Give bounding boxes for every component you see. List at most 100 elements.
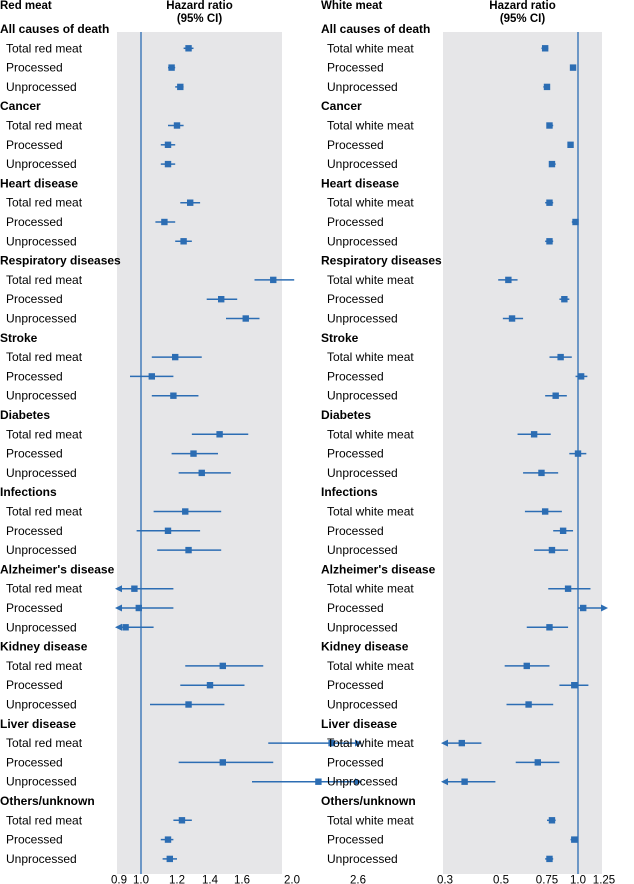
red-meat-x-tick-label: 1.4 (202, 875, 219, 884)
white-meat-row-label: Total white meat (327, 41, 414, 55)
white-meat-row-label: Total white meat (327, 350, 414, 364)
red-meat-row-label: Total red meat (6, 659, 83, 673)
white-meat-row-label: Total white meat (327, 505, 414, 519)
white-meat-row-label: Processed (327, 447, 384, 461)
white-meat-hazard-ratio-point (557, 353, 564, 361)
white-meat-row-label: Processed (327, 61, 384, 75)
red-meat-panel-title: Red meat (0, 0, 52, 12)
white-meat-hazard-ratio-point (541, 45, 549, 52)
red-meat-category-label: Diabetes (0, 408, 50, 422)
red-meat-row-label: Processed (6, 215, 63, 229)
red-meat-hazard-ratio-point (328, 739, 335, 747)
red-meat-category-label: Alzheimer's disease (0, 562, 115, 576)
red-meat-hazard-ratio-point (185, 701, 192, 708)
white-meat-row-label: Processed (327, 369, 384, 383)
white-meat-hazard-ratio-point (538, 469, 545, 477)
red-meat-hazard-ratio-point (178, 817, 186, 824)
white-meat-row-label: Unprocessed (327, 389, 398, 403)
red-meat-category-label: Respiratory diseases (0, 254, 121, 268)
white-meat-row-label: Total white meat (327, 119, 414, 133)
red-meat-row-label: Total red meat (6, 505, 83, 519)
white-meat-hazard-ratio-point (567, 141, 574, 148)
red-meat-hazard-ratio-point (148, 373, 155, 380)
white-meat-category-label: All causes of death (321, 22, 430, 36)
red-meat-ci-arrow-left (115, 585, 122, 593)
red-meat-category-label: Others/unknown (0, 794, 95, 808)
white-meat-hazard-ratio-point (546, 199, 553, 206)
white-meat-hazard-ratio-point (541, 508, 549, 515)
white-meat-category-label: Cancer (321, 99, 362, 113)
red-meat-ci-arrow-right (355, 739, 362, 747)
white-meat-row-label: Processed (327, 292, 384, 306)
red-meat-row-label: Unprocessed (6, 466, 77, 480)
white-meat-hazard-ratio-point (546, 238, 553, 245)
white-meat-x-tick-label: 0.75 (536, 875, 558, 884)
white-meat-category-label: Liver disease (321, 717, 397, 731)
red-meat-hazard-ratio-point (122, 624, 129, 631)
red-meat-x-tick-label: 1.2 (169, 875, 185, 884)
white-meat-hazard-ratio-point (571, 682, 578, 689)
white-meat-hazard-ratio-point (458, 739, 465, 747)
white-meat-hazard-ratio-point (548, 160, 556, 168)
white-meat-hazard-ratio-point (569, 64, 577, 71)
white-meat-ci-arrow-left (441, 739, 448, 747)
red-meat-hazard-ratio-point (270, 276, 277, 284)
red-meat-hazard-ratio-point (168, 64, 175, 71)
white-meat-row-label: Unprocessed (327, 157, 398, 171)
white-meat-row-label: Total white meat (327, 196, 414, 210)
white-meat-hazard-ratio-point (505, 276, 512, 284)
red-meat-category-label: Cancer (0, 99, 41, 113)
red-meat-row-label: Total red meat (6, 736, 83, 750)
white-meat-hazard-ratio-point (546, 855, 553, 863)
red-meat-row-label: Processed (6, 138, 63, 152)
red-meat-row-label: Total red meat (6, 196, 83, 210)
red-meat-row-label: Processed (6, 833, 63, 847)
red-meat-ci-arrow-right (355, 778, 362, 786)
white-meat-ci-arrow-left (441, 778, 448, 786)
red-meat-hazard-ratio-point (177, 83, 184, 91)
white-meat-category-label: Respiratory diseases (321, 254, 442, 268)
white-meat-hazard-ratio-point (577, 373, 585, 380)
red-meat-hazard-ratio-point (198, 469, 205, 477)
white-meat-hazard-ratio-point (571, 836, 578, 843)
red-meat-hazard-ratio-point (190, 450, 197, 457)
red-meat-hazard-ratio-point (216, 431, 223, 438)
red-meat-row-label: Unprocessed (6, 234, 77, 248)
red-meat-hazard-ratio-header: (95% CI) (177, 13, 223, 25)
red-meat-hazard-ratio-point (164, 160, 172, 168)
red-meat-row-label: Total red meat (6, 813, 83, 827)
red-meat-category-label: Stroke (0, 331, 38, 345)
red-meat-category-label: Kidney disease (0, 640, 88, 654)
white-meat-x-tick-label: 0.3 (437, 875, 453, 884)
white-meat-category-label: Others/unknown (321, 794, 416, 808)
red-meat-hazard-ratio-point (164, 836, 172, 843)
white-meat-hazard-ratio-point (552, 392, 559, 399)
red-meat-row-label: Processed (6, 755, 63, 769)
white-meat-row-label: Unprocessed (327, 234, 398, 248)
white-meat-category-label: Diabetes (321, 408, 371, 422)
red-meat-hazard-ratio-point (180, 238, 187, 245)
red-meat-hazard-ratio-point (164, 527, 172, 534)
white-meat-hazard-ratio-point (559, 527, 567, 534)
red-meat-x-tick-label: 0.9 (111, 875, 127, 884)
white-meat-category-label: Stroke (321, 331, 359, 345)
red-meat-category-label: Liver disease (0, 717, 76, 731)
white-meat-panel-title: White meat (321, 0, 383, 12)
white-meat-category-label: Kidney disease (321, 640, 409, 654)
red-meat-hazard-ratio-point (164, 141, 172, 148)
red-meat-row-label: Total red meat (6, 119, 83, 133)
red-meat-hazard-ratio-point (185, 45, 192, 52)
white-meat-hazard-ratio-point (461, 778, 468, 785)
white-meat-x-tick-label: 0.5 (493, 875, 509, 884)
white-meat-hazard-ratio-point (564, 585, 572, 592)
red-meat-row-label: Processed (6, 292, 63, 306)
white-meat-row-label: Total white meat (327, 813, 414, 827)
white-meat-row-label: Unprocessed (327, 543, 398, 557)
red-meat-hazard-ratio-point (170, 392, 177, 399)
red-meat-row-label: Unprocessed (6, 312, 77, 326)
white-meat-row-label: Total white meat (327, 659, 414, 673)
white-meat-x-tick-label: 1.25 (593, 875, 615, 884)
red-meat-hazard-ratio-point (315, 778, 322, 785)
white-meat-hazard-ratio-point (572, 218, 579, 226)
white-meat-row-label: Total white meat (327, 427, 414, 441)
